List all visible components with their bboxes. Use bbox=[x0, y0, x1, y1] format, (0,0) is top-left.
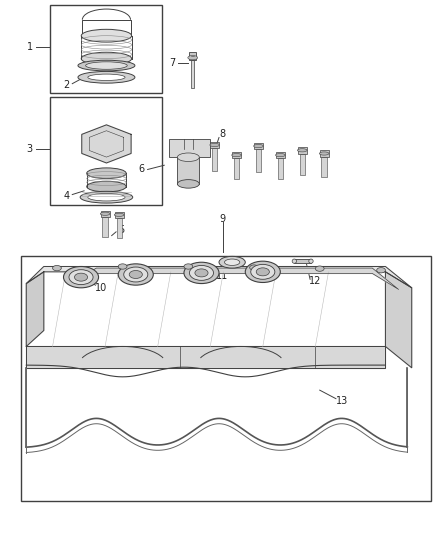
Text: 4: 4 bbox=[64, 191, 70, 201]
Text: 6: 6 bbox=[138, 165, 145, 174]
Ellipse shape bbox=[276, 154, 285, 157]
Ellipse shape bbox=[190, 265, 214, 280]
Text: 12: 12 bbox=[309, 277, 321, 286]
Ellipse shape bbox=[377, 268, 385, 273]
Ellipse shape bbox=[129, 271, 142, 279]
Polygon shape bbox=[385, 272, 412, 368]
Ellipse shape bbox=[81, 29, 131, 42]
Text: 7: 7 bbox=[170, 58, 176, 68]
Bar bbox=[276, 152, 285, 158]
Bar bbox=[210, 142, 219, 148]
Ellipse shape bbox=[85, 62, 127, 69]
Bar bbox=[320, 150, 328, 157]
Ellipse shape bbox=[88, 74, 125, 80]
Text: 2: 2 bbox=[64, 80, 70, 90]
Ellipse shape bbox=[69, 270, 93, 285]
Ellipse shape bbox=[78, 60, 135, 71]
Bar bbox=[50, 97, 162, 205]
Text: 5: 5 bbox=[119, 225, 125, 235]
Ellipse shape bbox=[195, 269, 208, 277]
Polygon shape bbox=[26, 272, 44, 346]
Bar bbox=[321, 157, 327, 177]
Ellipse shape bbox=[219, 256, 245, 268]
Bar bbox=[189, 52, 196, 60]
Ellipse shape bbox=[184, 262, 219, 284]
Ellipse shape bbox=[78, 71, 135, 83]
Ellipse shape bbox=[124, 267, 148, 282]
Text: 10: 10 bbox=[95, 283, 107, 293]
Ellipse shape bbox=[315, 266, 324, 271]
Ellipse shape bbox=[80, 191, 133, 203]
Bar bbox=[21, 256, 431, 501]
Bar bbox=[298, 147, 307, 154]
Bar bbox=[256, 149, 261, 172]
Bar bbox=[300, 154, 305, 175]
Ellipse shape bbox=[254, 144, 263, 148]
Bar bbox=[212, 148, 217, 171]
Ellipse shape bbox=[118, 264, 153, 285]
Ellipse shape bbox=[256, 268, 269, 276]
Polygon shape bbox=[70, 268, 399, 289]
Bar bbox=[101, 211, 110, 217]
Ellipse shape bbox=[251, 264, 275, 279]
Text: 8: 8 bbox=[219, 130, 226, 139]
Ellipse shape bbox=[245, 261, 280, 282]
Bar bbox=[278, 158, 283, 179]
Bar bbox=[294, 259, 311, 263]
Ellipse shape bbox=[250, 265, 258, 270]
Text: 9: 9 bbox=[219, 214, 226, 223]
Ellipse shape bbox=[188, 55, 198, 60]
Ellipse shape bbox=[319, 152, 329, 155]
Text: 11: 11 bbox=[216, 271, 229, 281]
Polygon shape bbox=[26, 266, 412, 288]
Bar bbox=[191, 60, 194, 88]
Ellipse shape bbox=[210, 143, 219, 147]
Bar bbox=[234, 158, 239, 179]
Ellipse shape bbox=[118, 264, 127, 269]
Polygon shape bbox=[82, 125, 131, 163]
Ellipse shape bbox=[177, 180, 199, 188]
Ellipse shape bbox=[225, 259, 240, 265]
Text: 1: 1 bbox=[27, 42, 33, 52]
Bar bbox=[232, 152, 241, 158]
Ellipse shape bbox=[114, 213, 124, 216]
Ellipse shape bbox=[177, 153, 199, 161]
Text: 3: 3 bbox=[27, 144, 33, 154]
Bar bbox=[254, 143, 263, 149]
Ellipse shape bbox=[81, 52, 131, 65]
Ellipse shape bbox=[88, 193, 125, 201]
Bar bbox=[115, 212, 124, 218]
Ellipse shape bbox=[53, 265, 61, 271]
Ellipse shape bbox=[87, 168, 126, 179]
Ellipse shape bbox=[232, 154, 241, 157]
Text: 13: 13 bbox=[336, 396, 348, 406]
Ellipse shape bbox=[184, 264, 193, 269]
Ellipse shape bbox=[64, 266, 99, 288]
Bar bbox=[50, 5, 162, 93]
Bar bbox=[177, 157, 199, 184]
Bar bbox=[169, 139, 210, 157]
Ellipse shape bbox=[297, 149, 307, 152]
Bar bbox=[117, 218, 122, 238]
Bar bbox=[102, 217, 108, 237]
Polygon shape bbox=[26, 346, 385, 368]
Ellipse shape bbox=[309, 259, 313, 263]
Ellipse shape bbox=[74, 273, 88, 281]
Ellipse shape bbox=[292, 259, 297, 263]
Ellipse shape bbox=[100, 212, 110, 215]
Ellipse shape bbox=[87, 181, 126, 192]
